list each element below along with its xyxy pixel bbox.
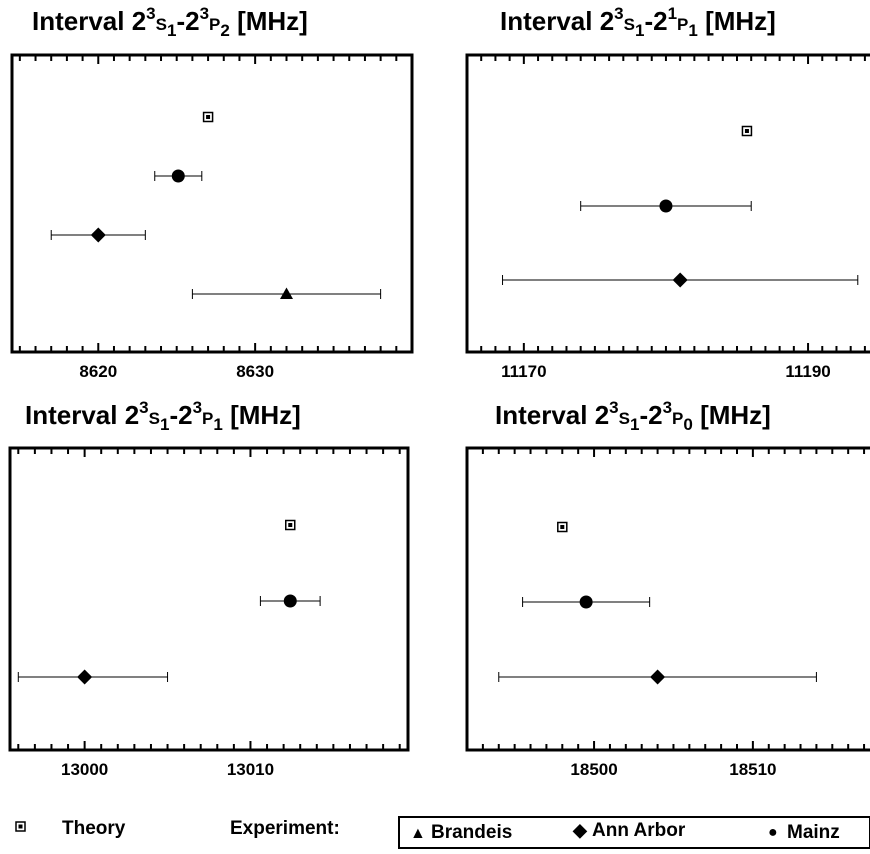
point-ann-arbor-marker [650,669,666,685]
title-term-letter: S [624,15,635,34]
point-theory-marker-core [206,115,211,119]
x-tick-label: 13000 [61,760,108,779]
title-subscript: 1 [160,415,169,434]
title-term-letter: P [202,409,213,428]
x-tick-label: 18510 [729,760,776,779]
chart-title: Interval 23S1-23P0 [MHz] [495,398,771,434]
plot-frame [465,446,870,752]
chart-title: Interval 23S1-21P1 [MHz] [500,4,776,40]
legend-ann-arbor-icon: ◆ [572,820,588,840]
title-text: Interval 2 [25,400,139,430]
chart-panel-3: Interval 23S1-23P1 [MHz]13000 13010 [8,398,410,779]
chart-panel-4: Interval 23S1-23P0 [MHz]18500 18510 [465,398,870,779]
title-unit: [MHz] [223,400,301,430]
title-subscript: 1 [630,415,639,434]
point-mainz-marker [659,199,673,213]
title-text: -2 [169,400,192,430]
title-superscript: 3 [200,4,209,23]
title-term-letter: S [156,15,167,34]
title-superscript: 3 [614,4,623,23]
x-tick-label: 8620 [79,362,117,381]
legend-brandeis-label: Brandeis [431,822,512,843]
title-text: -2 [644,6,667,36]
legend-ann-arbor-label: Ann Arbor [592,820,686,841]
plot-frame [10,53,414,354]
legend-brandeis-icon: ▲ [410,825,426,842]
point-theory-marker-core [288,523,293,527]
plot-frame [8,446,410,752]
x-tick-label: 11190 [785,362,830,381]
legend-theory-marker-core [18,824,23,829]
title-term-letter: P [672,409,683,428]
title-subscript: 1 [167,21,176,40]
chart-panel-2: Interval 23S1-21P1 [MHz]11170 11190 [465,4,870,381]
title-unit: [MHz] [693,400,771,430]
point-theory-marker-core [560,525,565,529]
plot-frame [465,53,870,354]
title-term-letter: S [149,409,160,428]
point-ann-arbor-marker [672,272,688,288]
point-mainz-marker [283,594,297,608]
title-subscript: 1 [213,415,222,434]
title-superscript: 3 [139,398,148,417]
title-superscript: 3 [193,398,202,417]
title-superscript: 3 [663,398,672,417]
title-superscript: 3 [146,4,155,23]
title-text: Interval 2 [500,6,614,36]
legend-experiment-label: Experiment: [230,818,340,839]
title-text: Interval 2 [495,400,609,430]
chart-panel-1: Interval 23S1-23P2 [MHz]8620 8630 [10,4,414,381]
legend: Theory Experiment: ▲ Brandeis ◆ Ann Arbo… [15,816,870,849]
title-text: -2 [639,400,662,430]
x-tick-label: 13010 [227,760,274,779]
point-ann-arbor-marker [90,227,106,243]
title-text: Interval 2 [32,6,146,36]
point-theory-marker-core [744,129,749,133]
title-superscript: 1 [668,4,677,23]
title-term-letter: P [209,15,220,34]
legend-experiment-box [398,816,870,849]
point-ann-arbor-marker [77,669,93,685]
x-tick-label: 11170 [501,362,546,381]
chart-title: Interval 23S1-23P1 [MHz] [25,398,301,434]
title-unit: [MHz] [698,6,776,36]
title-term-letter: S [619,409,630,428]
title-subscript: 2 [220,21,229,40]
x-tick-label: 8630 [236,362,274,381]
legend-mainz-icon: ● [768,824,778,841]
legend-theory-label: Theory [62,818,126,839]
title-text: -2 [176,6,199,36]
chart-title: Interval 23S1-23P2 [MHz] [32,4,308,40]
title-term-letter: P [677,15,688,34]
title-superscript: 3 [609,398,618,417]
point-brandeis-marker [280,287,294,299]
title-subscript: 1 [635,21,644,40]
point-mainz-marker [171,169,185,183]
title-subscript: 1 [688,21,697,40]
title-subscript: 0 [683,415,692,434]
legend-mainz-label: Mainz [787,822,840,843]
title-unit: [MHz] [230,6,308,36]
x-tick-label: 18500 [570,760,617,779]
point-mainz-marker [579,595,593,609]
